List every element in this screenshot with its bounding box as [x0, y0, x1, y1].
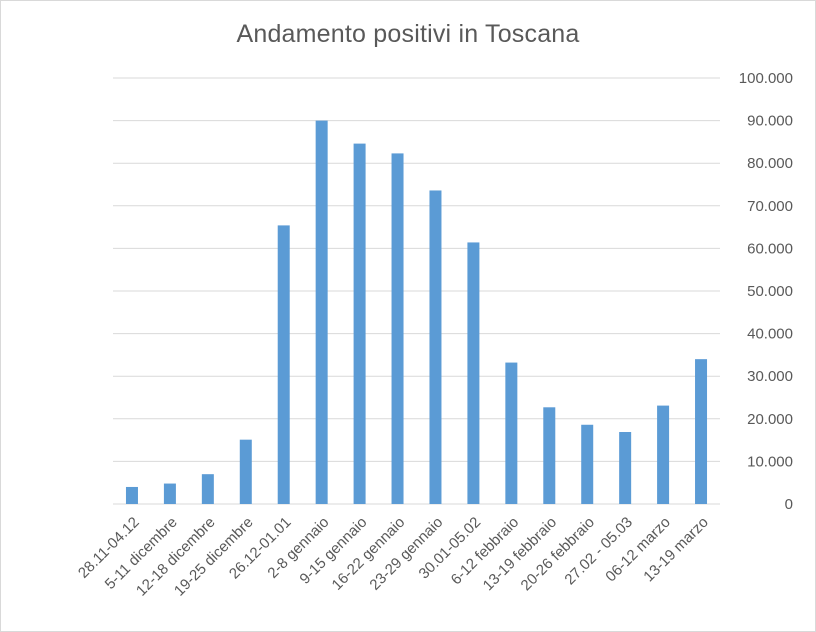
- bar: [581, 424, 594, 504]
- y-tick-label: 100.000: [739, 70, 793, 87]
- y-tick-label: 90.000: [747, 113, 793, 130]
- bar: [543, 407, 556, 504]
- bar: [505, 362, 518, 504]
- bar: [391, 153, 404, 505]
- y-tick-label: 0: [785, 496, 793, 513]
- bar: [353, 143, 366, 504]
- bar: [429, 190, 442, 505]
- bar: [657, 405, 670, 504]
- chart-title: Andamento positivi in Toscana: [236, 20, 580, 48]
- bar: [163, 483, 176, 504]
- bar: [619, 432, 632, 504]
- bar: [125, 486, 138, 504]
- bar: [201, 474, 214, 504]
- bar: [315, 120, 328, 504]
- y-tick-label: 50.000: [747, 283, 793, 300]
- gridlines: [113, 77, 720, 505]
- y-tick-label: 80.000: [747, 155, 793, 172]
- bar: [277, 225, 290, 504]
- y-tick-label: 10.000: [747, 453, 793, 470]
- bar: [239, 439, 252, 504]
- bars: [125, 120, 708, 505]
- y-tick-label: 60.000: [747, 240, 793, 257]
- y-tick-label: 20.000: [747, 411, 793, 428]
- bar: [467, 242, 480, 504]
- y-tick-label: 30.000: [747, 368, 793, 385]
- y-tick-label: 40.000: [747, 326, 793, 343]
- bar: [695, 359, 708, 504]
- y-axis-ticks: 0 10.000 20.000 30.000 40.000 50.000 60.000 70.…: [739, 70, 793, 513]
- y-tick-label: 70.000: [747, 198, 793, 215]
